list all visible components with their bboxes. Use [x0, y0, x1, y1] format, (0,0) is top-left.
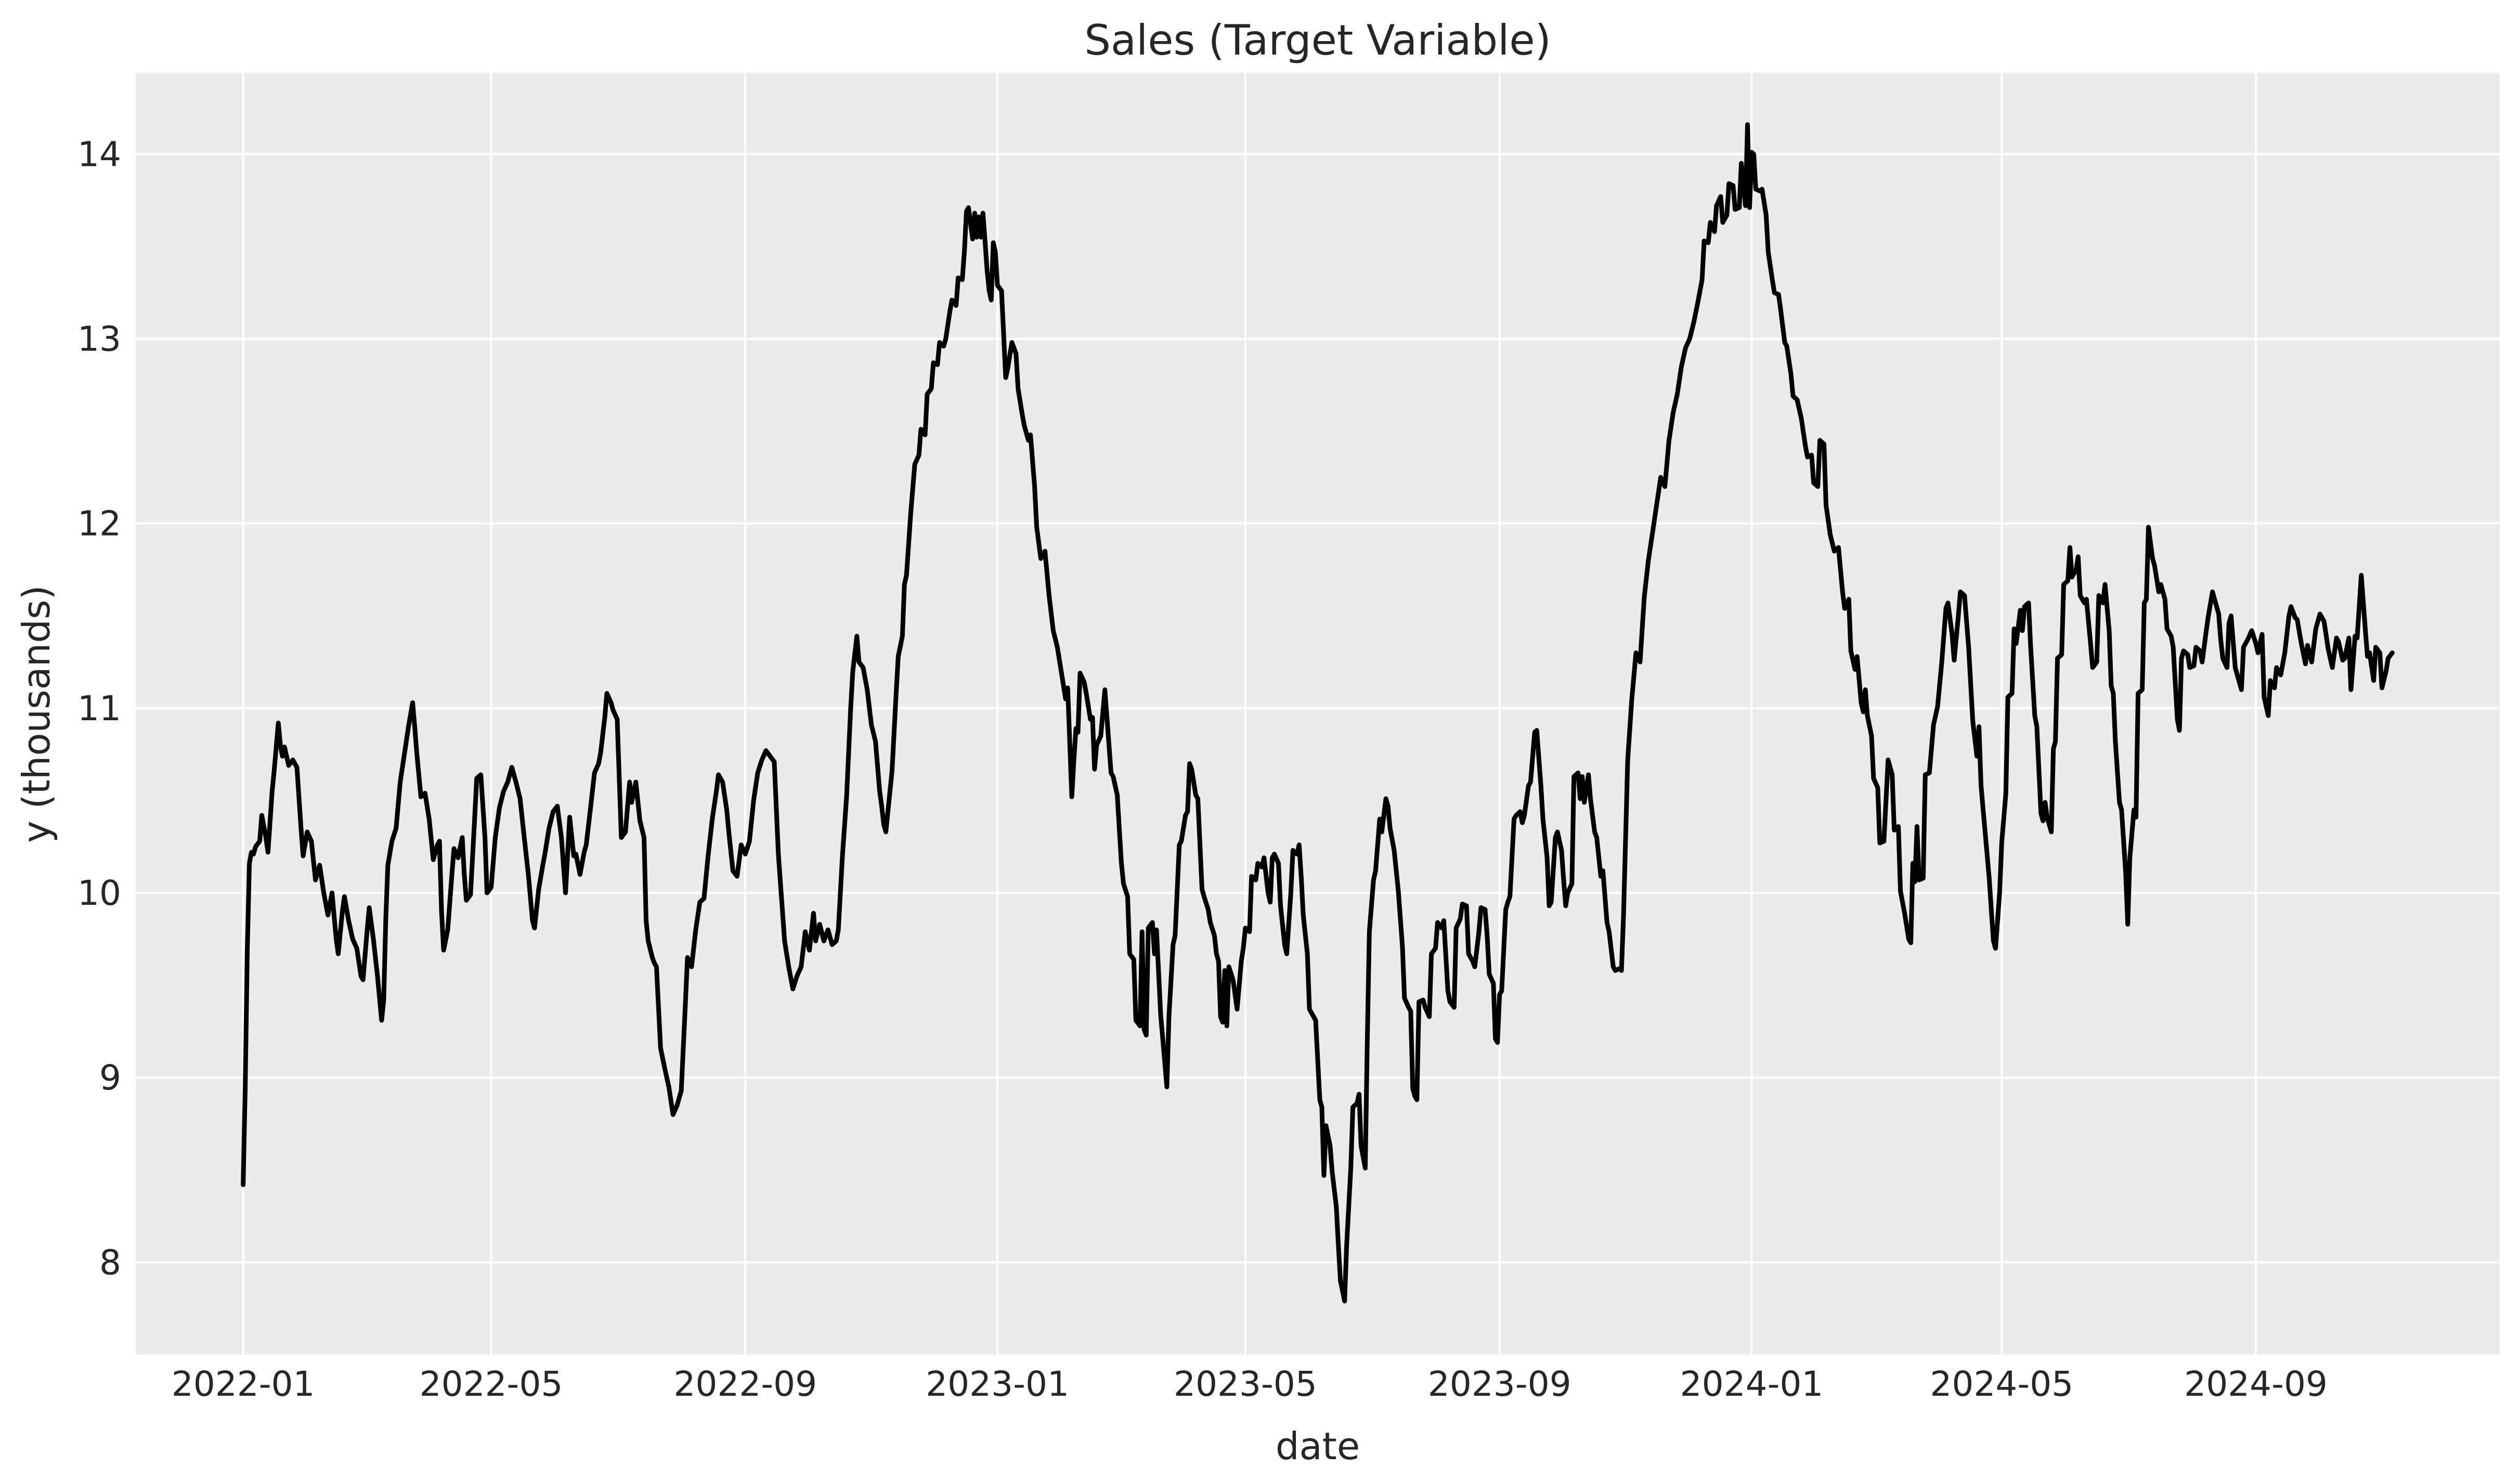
x-tick-label: 2024-09	[2184, 1364, 2328, 1404]
y-tick-label: 8	[99, 1242, 121, 1282]
x-tick-label: 2023-05	[1174, 1364, 1317, 1404]
x-tick-label: 2024-05	[1930, 1364, 2073, 1404]
x-axis-label: date	[1276, 1424, 1360, 1468]
x-tick-label: 2023-09	[1428, 1364, 1571, 1404]
y-tick-label: 11	[77, 689, 121, 729]
chart-title: Sales (Target Variable)	[1084, 16, 1551, 64]
y-tick-label: 12	[77, 504, 121, 544]
series-group	[241, 122, 2395, 1304]
x-tick-label: 2022-05	[420, 1364, 563, 1404]
sales-line-series	[241, 122, 2395, 1304]
plot-area	[136, 73, 2500, 1355]
x-tick-label: 2022-01	[172, 1364, 315, 1404]
x-tick-label: 2023-01	[926, 1364, 1069, 1404]
y-tick-label: 13	[77, 319, 121, 359]
y-tick-label: 14	[77, 134, 121, 174]
x-tick-label: 2024-01	[1680, 1364, 1824, 1404]
y-tick-label: 10	[77, 873, 121, 913]
y-axis-label: y (thousands)	[15, 585, 58, 843]
x-tick-labels: 2022-01 2022-05 2022-09 2023-01 2023-05 2023-…	[172, 1364, 2328, 1404]
y-tick-label: 9	[99, 1058, 121, 1098]
y-tick-labels: 8 9 10 11 12 13 14	[77, 134, 121, 1282]
x-tick-label: 2022-09	[673, 1364, 817, 1404]
